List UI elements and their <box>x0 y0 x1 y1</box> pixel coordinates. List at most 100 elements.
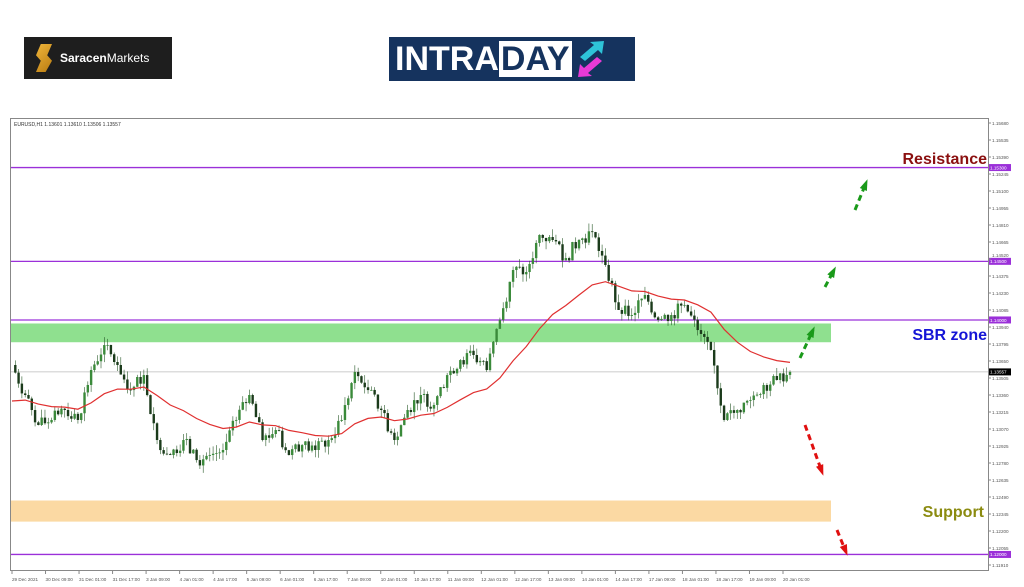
candle-body <box>492 341 495 354</box>
candle-body <box>762 385 765 395</box>
candle-body <box>185 438 188 441</box>
candle-body <box>409 410 413 413</box>
candle-body <box>122 374 126 380</box>
y-tick-label: 1.14520 <box>992 253 1009 258</box>
candle-body <box>591 231 594 233</box>
candle-body <box>202 459 205 466</box>
candle-body <box>538 234 541 243</box>
candle-body <box>567 258 571 261</box>
candle-body <box>205 455 208 460</box>
candle-body <box>772 375 775 385</box>
candle-body <box>228 430 231 442</box>
candle-body <box>610 280 614 284</box>
saracen-s-icon <box>36 44 52 72</box>
candle-body <box>749 400 752 401</box>
candle-body <box>528 263 531 273</box>
candle-body <box>623 305 627 314</box>
candle-body <box>281 430 284 448</box>
candle-body <box>70 416 73 419</box>
level-price-label: 1.14000 <box>990 318 1007 323</box>
candle-body <box>488 353 492 371</box>
candle-body <box>637 300 640 313</box>
candle-body <box>775 375 779 380</box>
zone-support <box>11 500 831 522</box>
candle-body <box>376 394 380 409</box>
candle-body <box>30 398 33 411</box>
candle-body <box>574 242 577 249</box>
candle-body <box>581 238 584 241</box>
y-tick-label: 1.14230 <box>992 291 1009 296</box>
candle-body <box>218 452 221 454</box>
y-tick-label: 1.12490 <box>992 495 1009 500</box>
candle-body <box>80 413 83 420</box>
candle-body <box>248 395 251 404</box>
annotation-resistance: Resistance <box>903 151 988 168</box>
arrowhead-icon <box>816 464 824 476</box>
candle-body <box>475 355 479 363</box>
candle-body <box>198 460 202 466</box>
candle-body <box>307 441 310 451</box>
candle-body <box>620 310 624 314</box>
x-tick-label: 10 Jan 01:00 <box>381 577 408 582</box>
candle-body <box>99 354 103 362</box>
dashed-arrow-line <box>803 424 824 473</box>
zone-sbr-zone <box>11 323 831 343</box>
candle-body <box>459 360 462 369</box>
y-tick-label: 1.12780 <box>992 461 1009 466</box>
candle-body <box>742 402 746 413</box>
candle-body <box>419 395 422 404</box>
candle-body <box>330 438 333 441</box>
candle-body <box>656 317 660 320</box>
candle-body <box>469 350 472 354</box>
candle-body <box>383 410 386 414</box>
candle-body <box>660 318 663 320</box>
candle-body <box>356 372 360 377</box>
candle-body <box>462 360 465 365</box>
candle-body <box>785 374 788 382</box>
candle-body <box>178 450 182 454</box>
candle-body <box>380 408 383 411</box>
candle-body <box>129 389 132 391</box>
candle-body <box>112 354 116 363</box>
y-tick-label: 1.15535 <box>992 138 1009 143</box>
candle-body <box>739 410 742 413</box>
candle-body <box>277 430 281 431</box>
candle-body <box>587 231 591 243</box>
candle-body <box>386 413 390 432</box>
y-tick-label: 1.12635 <box>992 478 1009 483</box>
candle-body <box>47 422 50 424</box>
logo-intra: INTRA <box>395 39 499 78</box>
intraday-logo: INTRA DAY <box>389 37 635 81</box>
y-tick-label: 1.12925 <box>992 444 1009 449</box>
x-tick-label: 11 Jan 09:00 <box>448 577 475 582</box>
y-tick-label: 1.11910 <box>992 563 1009 568</box>
candle-body <box>422 393 426 395</box>
candle-body <box>37 422 40 426</box>
candle-body <box>571 242 574 261</box>
candle-body <box>511 270 515 282</box>
dashed-arrow-line <box>835 529 848 553</box>
candle-body <box>647 294 650 302</box>
x-tick-label: 20 Jan 01:00 <box>783 577 810 582</box>
candle-body <box>60 408 63 415</box>
candle-body <box>241 402 244 410</box>
x-tick-label: 29 Dec 2021 <box>12 577 38 582</box>
candle-body <box>274 430 277 435</box>
candle-body <box>300 445 304 452</box>
candle-body <box>251 395 254 404</box>
candle-body <box>360 376 363 383</box>
candle-body <box>264 435 268 441</box>
candle-body <box>172 449 175 456</box>
moving-average-line <box>11 281 791 437</box>
x-tick-label: 3 Jan 09:00 <box>146 577 170 582</box>
candle-body <box>670 315 673 322</box>
x-tick-label: 6 Jan 17:00 <box>314 577 338 582</box>
candle-body <box>40 417 43 426</box>
candle-body <box>551 237 554 241</box>
candle-body <box>501 308 505 320</box>
y-tick-label: 1.12055 <box>992 546 1009 551</box>
candle-body <box>686 304 690 312</box>
candle-body <box>564 258 568 261</box>
candle-body <box>116 362 119 365</box>
candle-body <box>27 395 30 399</box>
